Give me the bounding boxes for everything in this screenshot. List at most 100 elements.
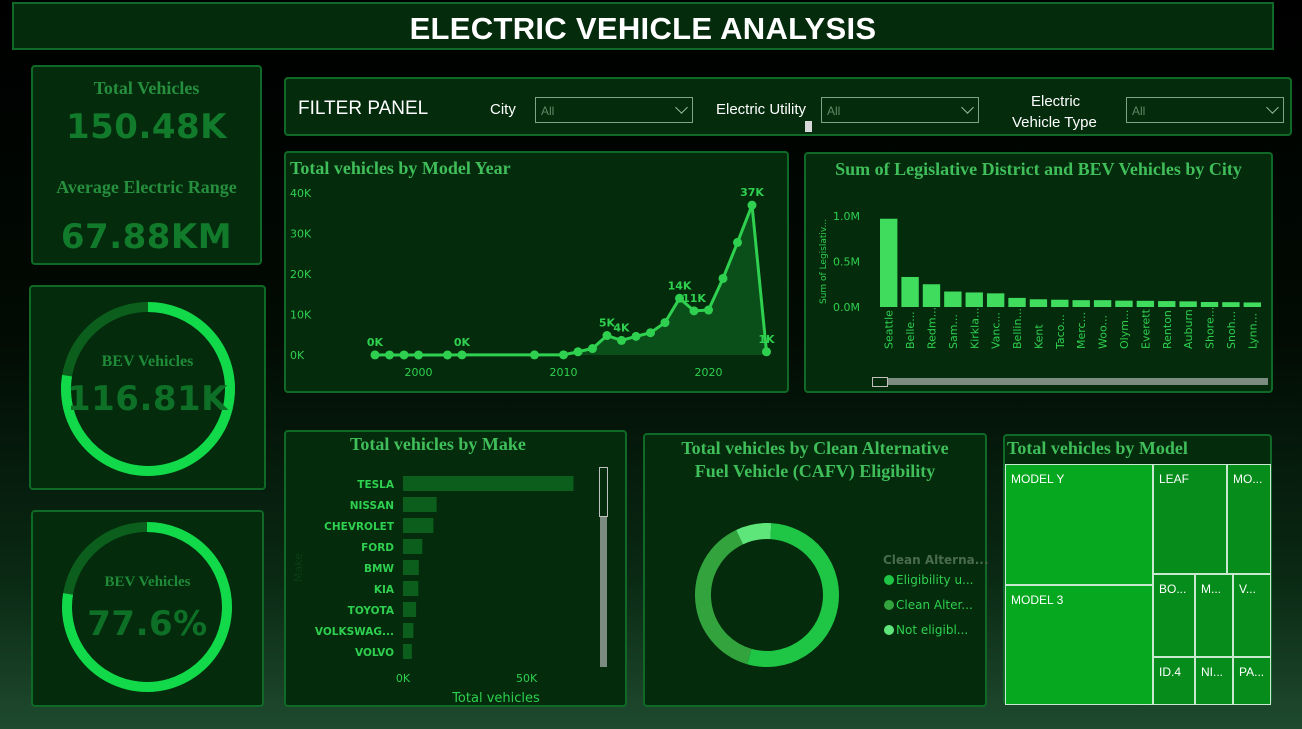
treemap-cell[interactable]: ID.4 (1153, 657, 1195, 705)
x-tick-label: Lynn... (1246, 313, 1259, 349)
chevron-down-icon (961, 101, 974, 114)
model-year-chart: 0K10K20K30K40K2000 2010 20200K 0K5K4K14K11K… (286, 153, 791, 395)
legend-label: Not eligibl... (896, 623, 968, 637)
y-tick-label: BMW (364, 563, 394, 575)
donut-slice (749, 531, 831, 659)
x-tick-label: Redm... (925, 307, 938, 349)
bar (403, 518, 433, 533)
treemap-cell[interactable]: MO... (1227, 464, 1271, 574)
x-tick-label: 0K (396, 672, 411, 685)
y-tick-label: NISSAN (350, 500, 394, 512)
data-label: 0K (454, 336, 471, 349)
treemap-label: MODEL 3 (1011, 593, 1063, 607)
bar (1008, 298, 1025, 307)
treemap-cell[interactable]: M... (1195, 574, 1233, 657)
legislative-scrollbar[interactable] (872, 378, 1268, 385)
y-tick-label: 1.0M (833, 210, 860, 223)
legend-marker (884, 625, 894, 635)
treemap-cell[interactable]: MODEL 3 (1005, 585, 1153, 705)
x-tick-label: 2020 (695, 366, 723, 379)
bar (923, 284, 940, 307)
make-chart: Make TESLA NISSAN CHEVROLET FORD BMW KIA TOYOTA… (286, 432, 629, 709)
legislative-chart-panel: Sum of Legislative District and BEV Vehi… (804, 152, 1273, 393)
cafv-chart-panel: Total vehicles by Clean Alternative Fuel… (643, 433, 987, 707)
type-filter-label-1: Electric (1031, 93, 1080, 110)
data-point (748, 201, 757, 210)
bev-count-label: BEV Vehicles (31, 353, 264, 371)
utility-filter-dropdown[interactable]: All (821, 97, 979, 123)
make-scrollbar-thumb[interactable] (599, 467, 608, 517)
x-tick-label: Merc... (1075, 312, 1088, 349)
donut-slice (740, 531, 771, 537)
x-tick-label: Woo... (1097, 315, 1110, 349)
bar (1115, 301, 1132, 307)
x-tick-label: Renton (1161, 310, 1174, 349)
data-label: 4K (613, 321, 630, 334)
bev-pct-value: 77.6% (33, 604, 262, 644)
legislative-scrollbar-thumb[interactable] (872, 377, 888, 387)
bar (880, 219, 897, 307)
y-tick-label: 0.5M (833, 256, 860, 269)
x-tick-label: Seattle (883, 310, 896, 349)
city-filter-value: All (541, 104, 554, 118)
data-point (588, 344, 597, 353)
treemap-cell[interactable]: BO... (1153, 574, 1195, 657)
y-tick-label: 0.0M (833, 301, 860, 314)
model-treemap: MODEL Y MODEL 3 LEAF MO... BO... M... V... ID.4… (1005, 464, 1271, 705)
bev-count-value: 116.81K (31, 379, 264, 419)
total-vehicles-label: Total Vehicles (33, 78, 260, 99)
type-filter-label-2: Vehicle Type (1012, 114, 1097, 131)
bar (403, 560, 419, 575)
bar (403, 623, 413, 638)
y-tick-label: TESLA (357, 479, 395, 491)
model-treemap-title: Total vehicles by Model (1007, 437, 1188, 459)
type-filter-dropdown[interactable]: All (1126, 97, 1284, 123)
data-label: 14K (668, 279, 692, 292)
utility-resize-handle[interactable] (805, 121, 812, 132)
bar (403, 539, 422, 554)
data-point (632, 332, 641, 341)
x-tick-label: 50K (516, 672, 538, 685)
data-point (617, 336, 626, 345)
data-point (559, 350, 568, 359)
legend-label: Clean Alter... (896, 598, 973, 612)
x-tick-label: Vanc... (990, 312, 1003, 349)
legislative-chart: Sum of Legislativ... 0.0M 0.5M 1.0M Seattle B… (806, 154, 1275, 395)
kpi-card-bev-pct: BEV Vehicles 77.6% (31, 510, 264, 707)
treemap-cell[interactable]: NI... (1195, 657, 1233, 705)
bar (1244, 302, 1261, 307)
data-point (661, 318, 670, 327)
bar (966, 292, 983, 307)
treemap-cell[interactable]: V... (1233, 574, 1271, 657)
treemap-label: V... (1239, 582, 1256, 596)
x-tick-label: 2010 (550, 366, 578, 379)
bar (403, 476, 574, 491)
treemap-cell[interactable]: PA... (1233, 657, 1271, 705)
make-scrollbar[interactable] (600, 467, 607, 667)
treemap-label: M... (1201, 582, 1221, 596)
make-chart-panel: Total vehicles by Make Make TESLA NISSAN CH… (284, 430, 627, 707)
treemap-cell[interactable]: MODEL Y (1005, 464, 1153, 585)
y-tick-label: VOLVO (355, 647, 394, 659)
cafv-chart: Clean Alterna...Eligibility u...Clean Al… (645, 435, 989, 709)
x-tick-label: 2000 (405, 366, 433, 379)
kpi-card-totals: Total Vehicles 150.48K Average Electric … (31, 65, 262, 265)
bar (1201, 302, 1218, 307)
data-point (704, 306, 713, 315)
y-tick-label: 30K (290, 228, 312, 241)
x-tick-label: Taco... (1054, 314, 1067, 350)
bar (1051, 300, 1068, 307)
bar (987, 293, 1004, 307)
chevron-down-icon (675, 101, 688, 114)
city-filter-dropdown[interactable]: All (535, 97, 693, 123)
treemap-label: MO... (1233, 472, 1262, 486)
avg-range-value: 67.88KM (33, 217, 260, 257)
data-point (443, 350, 452, 359)
model-year-chart-panel: Total vehicles by Model Year 0K 10K 20K 30K… (284, 151, 789, 393)
y-tick-label: VOLKSWAG... (315, 626, 394, 638)
legend-title: Clean Alterna... (883, 553, 988, 567)
data-point (574, 347, 583, 356)
data-label: 37K (740, 186, 764, 199)
treemap-cell[interactable]: LEAF (1153, 464, 1227, 574)
treemap-label: ID.4 (1159, 665, 1181, 679)
